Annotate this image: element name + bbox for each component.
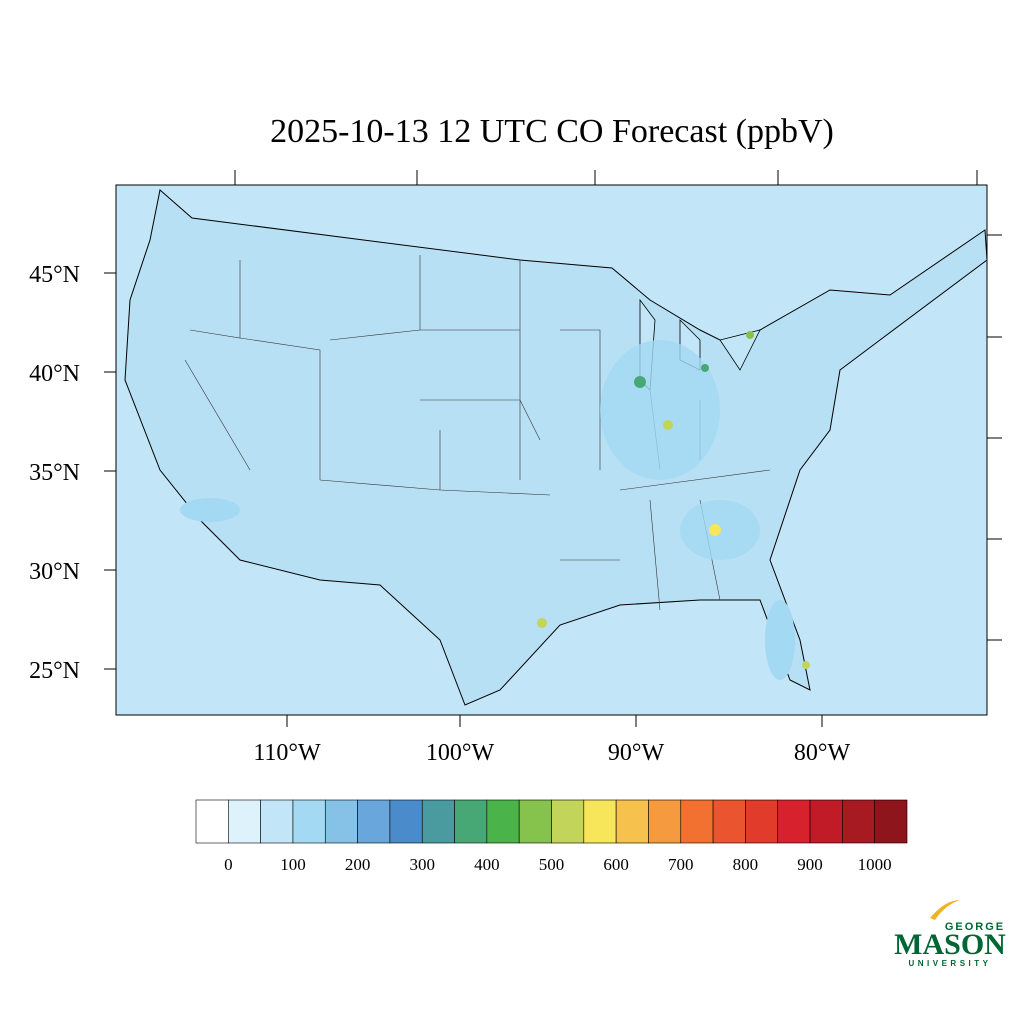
colorbar-box — [712, 799, 746, 844]
colorbar-box — [615, 799, 649, 844]
colorbar-label: 100 — [280, 855, 306, 874]
map-frame — [115, 184, 988, 716]
colorbar-label: 400 — [474, 855, 500, 874]
colorbar-box — [389, 799, 423, 844]
lat-label: 35°N — [29, 460, 80, 486]
colorbar-box — [874, 799, 908, 844]
colorbar-box — [842, 799, 875, 844]
colorbar-label: 500 — [539, 855, 565, 874]
colorbar-label: 700 — [668, 855, 694, 874]
colorbar-label: 0 — [224, 855, 233, 874]
colorbar-label: 900 — [797, 855, 823, 874]
logo-top: GEORGE — [945, 921, 1005, 933]
axes: 45°N 40°N 35°N 30°N 25°N 110°W 100°W 90°W 80°W — [29, 170, 1002, 766]
colorbar-label: 200 — [345, 855, 371, 874]
logo: GEORGE MASON UNIVERSITY — [894, 900, 1006, 968]
colorbar: 0 100 200 300 400 500 600 700 800 900 1000 — [195, 799, 908, 874]
lat-label: 25°N — [29, 658, 80, 684]
lon-label: 100°W — [426, 740, 495, 766]
lon-label: 110°W — [253, 740, 321, 766]
lon-label: 90°W — [608, 740, 665, 766]
lat-label: 45°N — [29, 262, 80, 288]
lat-label: 30°N — [29, 559, 80, 585]
logo-swoosh — [930, 900, 960, 920]
logo-bottom: UNIVERSITY — [908, 959, 991, 968]
colorbar-box — [551, 799, 585, 844]
colorbar-box — [324, 799, 358, 844]
colorbar-box — [680, 799, 714, 844]
colorbar-box — [292, 799, 326, 844]
colorbar-box — [809, 799, 843, 844]
co-plumes — [180, 331, 810, 680]
lat-label: 40°N — [29, 361, 80, 387]
title: 2025-10-13 12 UTC CO Forecast (ppbV) — [270, 113, 834, 150]
colorbar-box — [421, 799, 455, 844]
colorbar-box — [357, 799, 391, 844]
colorbar-box — [228, 799, 261, 844]
colorbar-box — [486, 799, 520, 844]
map — [115, 184, 988, 716]
colorbar-box — [745, 799, 779, 844]
colorbar-label: 600 — [603, 855, 629, 874]
colorbar-box — [648, 799, 682, 844]
logo-main: MASON — [894, 928, 1006, 961]
colorbar-box — [518, 799, 552, 844]
colorbar-box — [454, 799, 488, 844]
colorbar-label: 800 — [733, 855, 759, 874]
colorbar-box — [583, 799, 617, 844]
colorbar-label: 1000 — [858, 855, 892, 874]
colorbar-box — [195, 799, 229, 844]
colorbar-box — [777, 799, 811, 844]
lon-label: 80°W — [794, 740, 851, 766]
colorbar-label: 300 — [409, 855, 435, 874]
colorbar-box — [260, 799, 294, 844]
